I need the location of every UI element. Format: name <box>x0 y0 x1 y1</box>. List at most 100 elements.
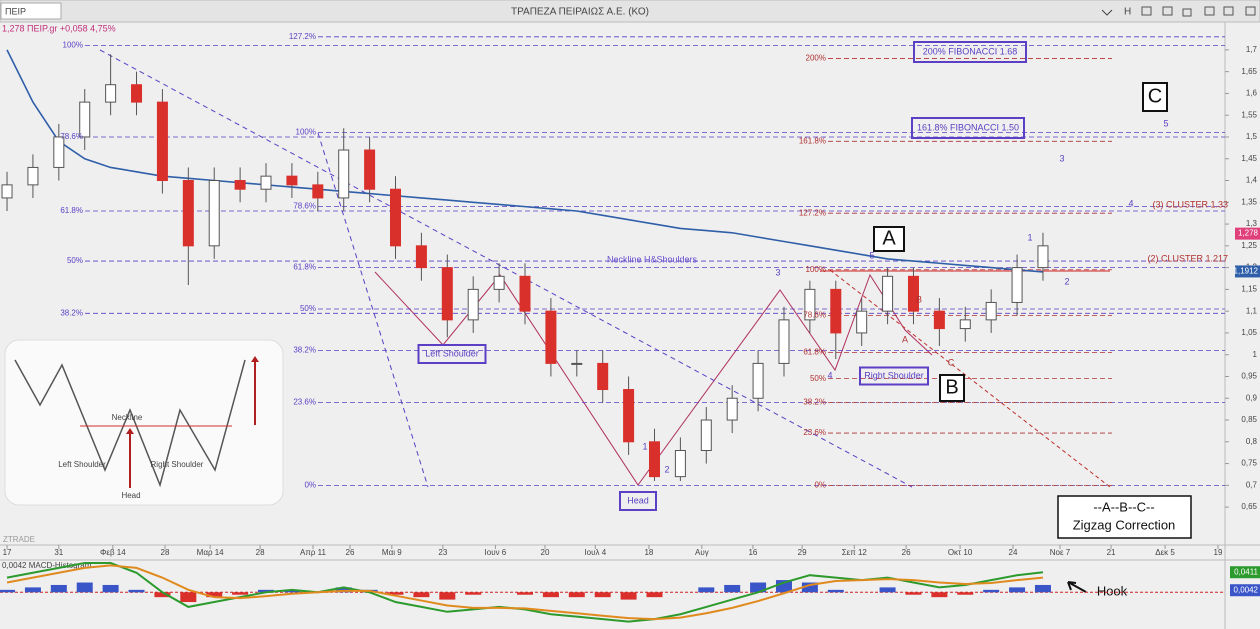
annotation: (2) CLUSTER 1.217 <box>1147 253 1228 263</box>
y-tick-label: 1,55 <box>1241 110 1257 119</box>
candle-body <box>1011 267 1023 303</box>
x-tick-label: Απρ 11 <box>300 548 326 557</box>
fib-label: 38.2% <box>803 398 826 407</box>
histogram-bar <box>620 592 637 600</box>
annotation-box <box>911 117 1025 139</box>
candle-body <box>726 397 738 421</box>
fib-label: 78.6% <box>60 132 83 141</box>
x-tick-label: Μαρ 14 <box>197 548 225 557</box>
y-tick-label: 1,4 <box>1246 176 1258 185</box>
histogram-bar <box>413 592 430 598</box>
candle-body <box>519 275 531 312</box>
inset-label: Neckline <box>112 413 143 422</box>
fib-label: 50% <box>67 256 83 265</box>
x-tick-label: 28 <box>256 548 265 557</box>
histogram-bar <box>517 592 533 595</box>
fib-label: 50% <box>810 374 826 383</box>
y-tick-label: 1,45 <box>1241 154 1257 163</box>
fib-label: 61.8% <box>60 206 83 215</box>
histogram-bar <box>232 592 249 595</box>
quote: 1,278 ΠΕΙΡ.gr +0,058 4,75% <box>2 23 116 33</box>
histogram-bar <box>465 592 482 595</box>
x-tick-label: Νοε 7 <box>1050 548 1071 557</box>
histogram-bar <box>801 582 818 593</box>
histogram-bar <box>154 592 171 598</box>
candle-body <box>286 175 298 186</box>
candle-body <box>156 101 168 182</box>
fib-label: 38.2% <box>60 308 83 317</box>
annotation-box <box>939 374 965 402</box>
candle-body <box>959 319 971 330</box>
candle-body <box>131 84 143 103</box>
histogram-bar <box>983 589 1000 593</box>
fib-label: 50% <box>300 304 316 313</box>
histogram-bar <box>568 592 585 598</box>
dropdown[interactable] <box>1101 9 1113 16</box>
histogram-bar <box>827 589 844 593</box>
histogram-bar <box>542 592 559 598</box>
x-tick-label: Αυγ <box>695 548 709 557</box>
x-tick-label: 31 <box>54 548 63 557</box>
annotation: Hook <box>1097 583 1128 598</box>
histogram-bar <box>724 584 741 593</box>
annotation: B <box>945 376 958 398</box>
annotation: A <box>882 227 896 249</box>
fib-label: 61.8% <box>293 263 316 272</box>
annotation: C <box>1148 85 1162 107</box>
histogram-bar <box>698 587 715 593</box>
histogram-bar <box>128 589 145 593</box>
candle-body <box>260 175 272 190</box>
fib-label: 23.6% <box>293 398 316 407</box>
annotation: 161.8% FIBONACCI 1.50 <box>917 122 1019 132</box>
histogram-bar <box>283 589 300 593</box>
annotation: 5 <box>869 250 874 260</box>
x-tick-label: 17 <box>3 548 12 557</box>
histogram-bar <box>1034 584 1051 593</box>
annotation: (3) CLUSTER 1.33 <box>1152 199 1228 209</box>
symbol: ΠΕΙΡ <box>5 6 26 16</box>
macd-line <box>6 564 1044 621</box>
x-tick-label: Δεκ 5 <box>1155 548 1175 557</box>
y-tick-label: 0,7 <box>1246 480 1258 489</box>
fib-label: 100% <box>63 41 83 50</box>
candle-body <box>597 362 609 391</box>
fib-label: 161.8% <box>799 136 826 145</box>
candle-body <box>234 180 246 190</box>
annotation-box <box>859 366 929 386</box>
y-tick-label: 0,9 <box>1246 393 1258 402</box>
price-tag-label: 0,0042 <box>1234 585 1259 594</box>
fib-label: 78.6% <box>803 311 826 320</box>
menu-button[interactable]: H <box>1124 7 1131 18</box>
annotation: 1 <box>642 441 647 451</box>
x-tick-label: 28 <box>161 548 170 557</box>
fib-label: 127.2% <box>799 208 826 217</box>
annotation-box <box>1057 495 1192 539</box>
annotation: 3 <box>1059 153 1064 163</box>
price-tag-label: 1,278 <box>1238 229 1259 238</box>
fib-label: 0% <box>304 480 316 489</box>
macd-title: 0,0042 MACD-Histogram <box>2 561 92 570</box>
candle-body <box>390 188 402 247</box>
annotation: B <box>916 294 922 304</box>
candle-body <box>985 301 997 321</box>
inset-label: Head <box>121 491 140 500</box>
annotation: Zigzag Correction <box>1073 517 1176 532</box>
histogram-bar <box>439 592 456 600</box>
x-tick-label: 24 <box>1009 548 1018 557</box>
annotation-box <box>619 491 657 511</box>
fib-label: 127.2% <box>289 32 316 41</box>
symbol-box[interactable] <box>0 2 62 20</box>
price-tag <box>1235 265 1260 278</box>
annotation: C <box>948 357 955 367</box>
candle-body <box>545 310 557 364</box>
candle-body <box>1 184 13 199</box>
y-tick-label: 1,05 <box>1241 328 1257 337</box>
price-tag-label: 1,1912 <box>1234 267 1259 276</box>
histogram-bar <box>879 587 896 593</box>
histogram-bar <box>750 582 767 593</box>
x-tick-label: 20 <box>541 548 550 557</box>
candle-body <box>700 419 712 452</box>
fib-label: 100% <box>806 265 826 274</box>
